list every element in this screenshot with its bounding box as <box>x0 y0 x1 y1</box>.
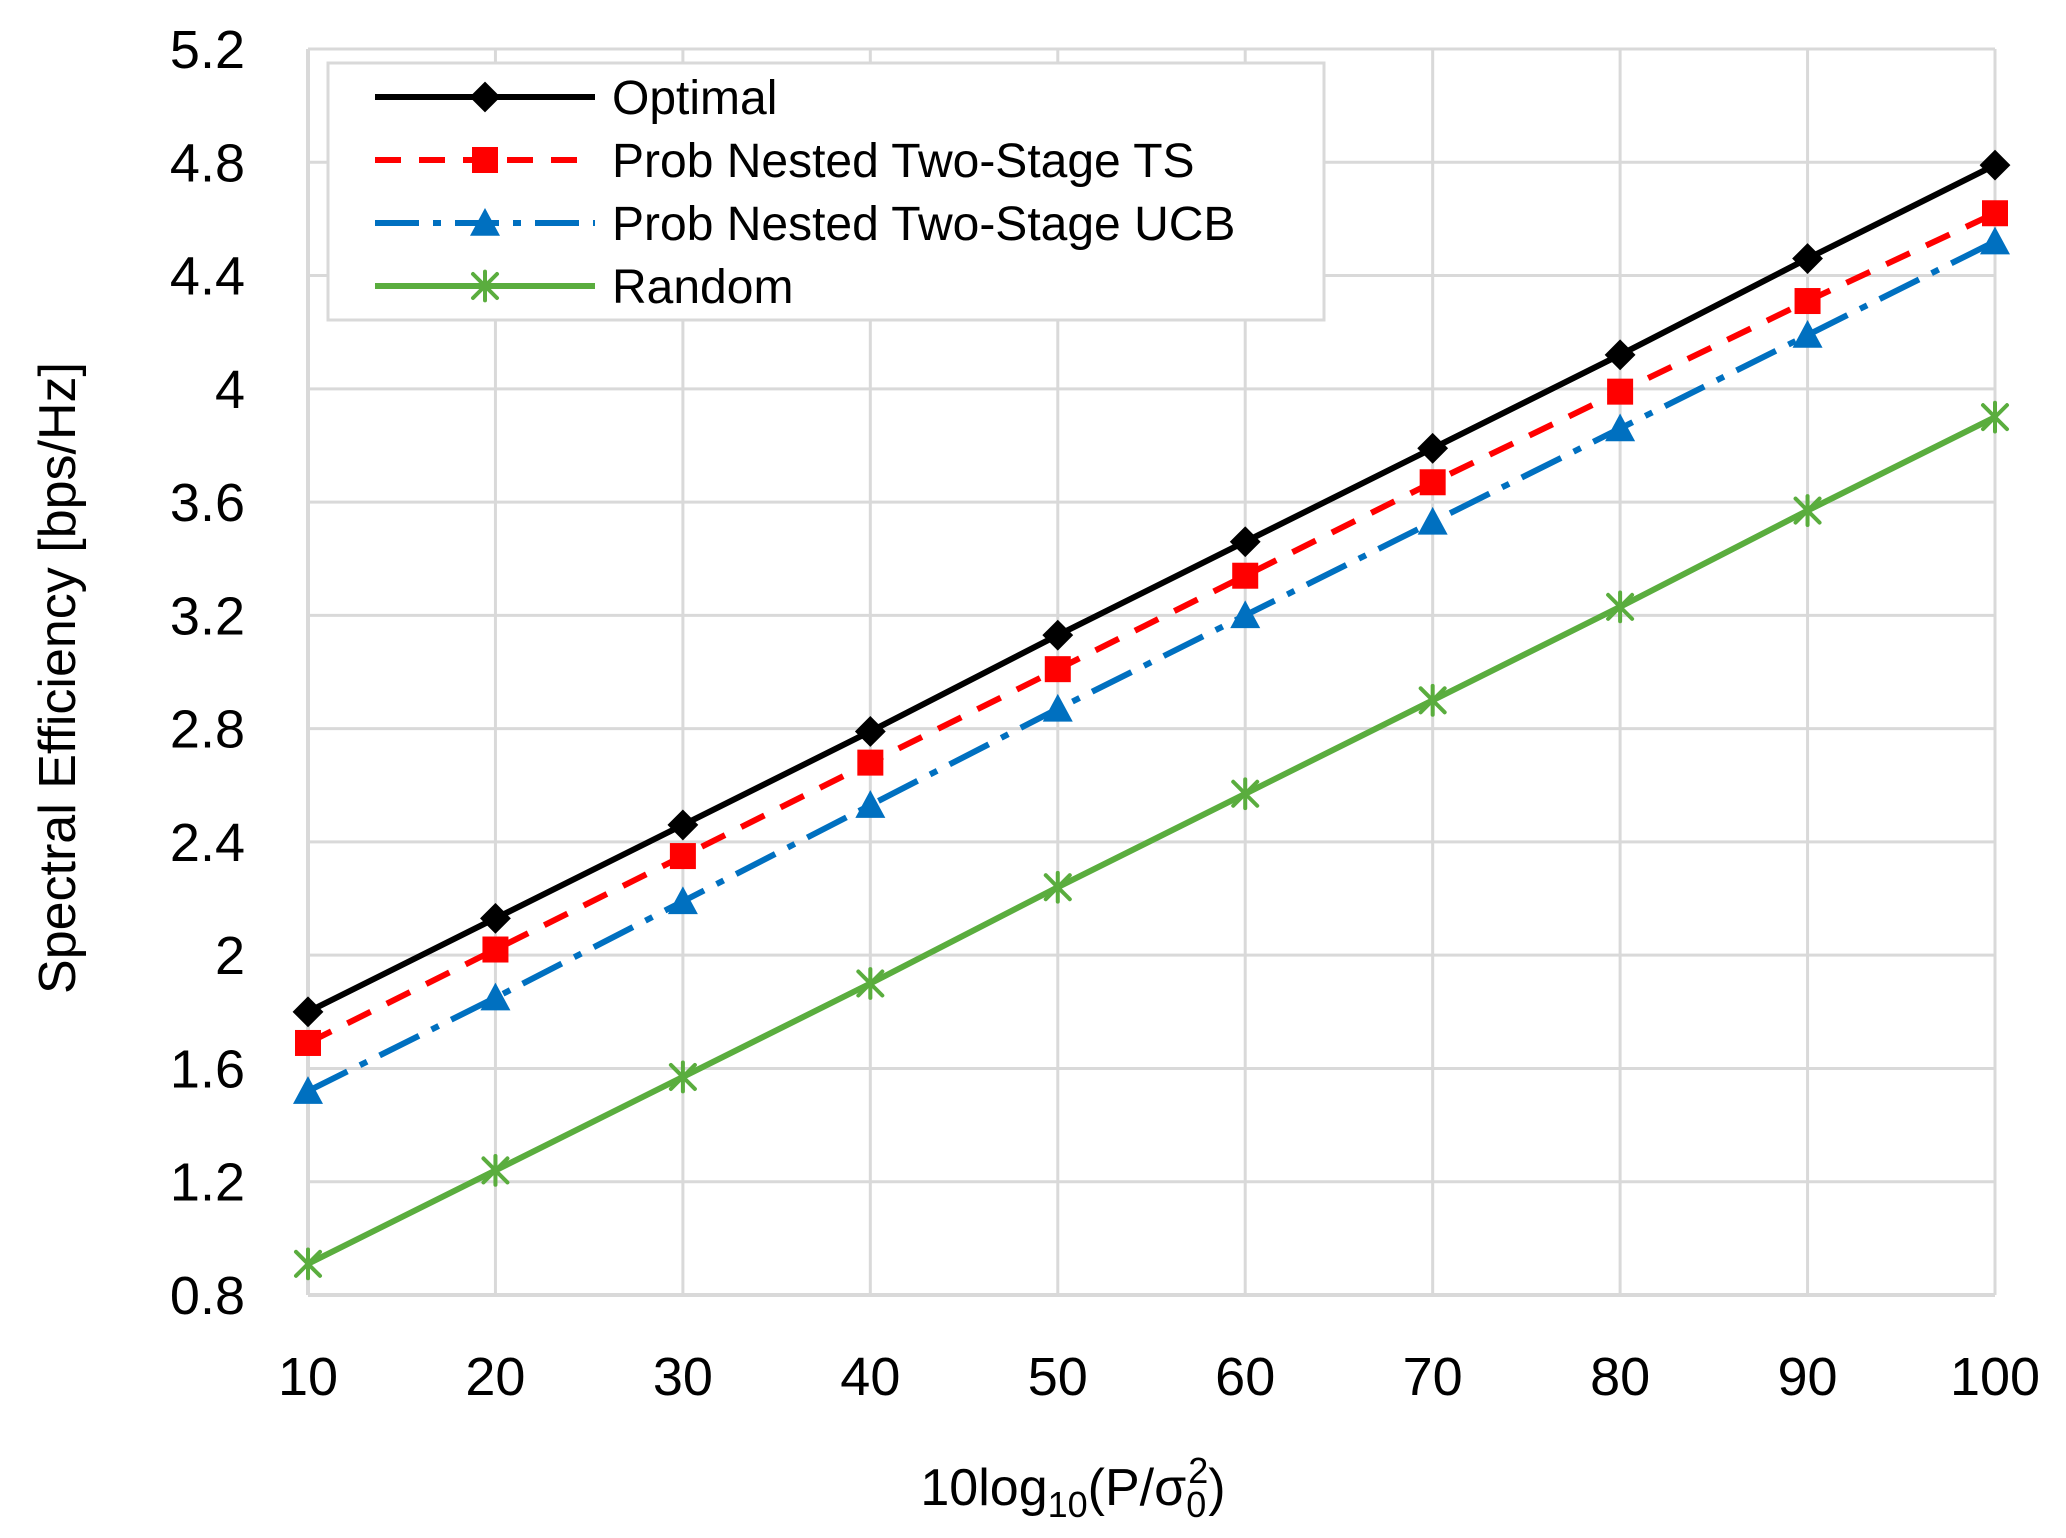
data-point-optimal <box>1979 149 2011 181</box>
data-point-prob-nested-two-stage-ucb <box>1417 506 1448 535</box>
legend-marker-prob-nested-two-stage-ts <box>472 147 498 173</box>
x-axis-title-base: 10log <box>920 1459 1047 1517</box>
x-axis-title-sigma-sub: 0 <box>1186 1484 1206 1525</box>
data-point-prob-nested-two-stage-ts <box>295 1029 321 1056</box>
data-point-prob-nested-two-stage-ucb <box>293 1076 323 1104</box>
series-layer <box>292 149 2011 1281</box>
series-random <box>294 400 2009 1281</box>
legend-label-optimal: Optimal <box>612 72 777 125</box>
data-point-prob-nested-two-stage-ucb <box>1792 320 1823 348</box>
data-point-prob-nested-two-stage-ucb <box>1230 600 1261 629</box>
x-tick-label: 40 <box>840 1347 900 1407</box>
legend: Optimal Prob Nested Two-Stage TS Prob Nest… <box>326 61 1326 322</box>
data-point-prob-nested-two-stage-ts <box>857 749 884 776</box>
data-point-optimal <box>1417 432 1449 464</box>
data-point-random <box>1606 590 1635 624</box>
series-line-random <box>306 414 1997 1267</box>
legend-entry-random: Random <box>375 261 793 314</box>
x-tick-label: 80 <box>1590 1347 1650 1407</box>
data-point-prob-nested-two-stage-ts <box>482 936 509 963</box>
x-tick-label: 100 <box>1950 1347 2040 1407</box>
data-point-optimal <box>854 716 886 747</box>
x-tick-label: 50 <box>1028 1347 1088 1407</box>
y-axis-title: Spectral Efficiency [bps/Hz] <box>29 362 87 994</box>
x-tick-label: 60 <box>1215 1347 1275 1407</box>
series-prob-nested-two-stage-ts <box>295 200 2008 1056</box>
data-point-prob-nested-two-stage-ucb <box>855 790 886 818</box>
data-point-random <box>668 1060 697 1094</box>
data-point-prob-nested-two-stage-ts <box>1982 200 2008 227</box>
data-point-optimal <box>667 809 699 841</box>
data-point-optimal <box>480 902 511 934</box>
y-tick-label: 4.4 <box>170 247 245 307</box>
data-point-prob-nested-two-stage-ts <box>1419 469 1446 496</box>
data-point-random <box>856 967 885 1000</box>
x-axis-title-base-sub: 10 <box>1048 1484 1088 1525</box>
y-tick-label: 0.8 <box>170 1266 245 1326</box>
data-point-prob-nested-two-stage-ucb <box>667 886 698 915</box>
legend-label-random: Random <box>612 261 793 314</box>
data-point-prob-nested-two-stage-ucb <box>1605 413 1636 442</box>
data-point-random <box>1981 400 2009 434</box>
legend-entry-prob-nested-two-stage-ts: Prob Nested Two-Stage TS <box>375 135 1195 188</box>
x-tick-label: 90 <box>1778 1347 1838 1407</box>
legend-marker-prob-nested-two-stage-ucb <box>470 208 500 236</box>
data-point-optimal <box>1229 526 1261 558</box>
data-point-random <box>1418 683 1447 717</box>
y-tick-label: 3.6 <box>170 473 245 533</box>
data-point-optimal <box>1604 339 1636 371</box>
y-tick-label: 5.2 <box>170 20 245 80</box>
data-point-prob-nested-two-stage-ts <box>669 843 696 870</box>
series-line-optimal <box>306 162 1997 1015</box>
y-tick-label: 1.2 <box>170 1153 245 1213</box>
data-point-random <box>294 1247 322 1281</box>
data-point-random <box>1793 494 1822 527</box>
data-point-prob-nested-two-stage-ts <box>1232 562 1259 589</box>
data-point-prob-nested-two-stage-ts <box>1607 378 1634 405</box>
legend-entry-optimal: Optimal <box>375 72 777 125</box>
x-tick-label: 10 <box>278 1347 338 1407</box>
tick-labels: 0.8 1.2 1.6 2 2.4 2.8 3.2 3.6 4 4.4 4.8 5.2 10 20 30 40… <box>170 20 2040 1407</box>
data-point-random <box>481 1154 510 1187</box>
y-tick-label: 4 <box>215 360 245 420</box>
data-point-random <box>1043 870 1072 904</box>
series-prob-nested-two-stage-ucb <box>293 226 2010 1104</box>
y-tick-label: 2 <box>215 926 245 986</box>
data-point-prob-nested-two-stage-ts <box>1044 656 1071 683</box>
legend-marker-random <box>471 269 499 303</box>
data-point-random <box>1231 777 1260 811</box>
series-line-prob-nested-two-stage-ts <box>306 210 1997 1046</box>
data-point-optimal <box>1042 619 1074 651</box>
x-axis-title-close: ) <box>1208 1459 1225 1517</box>
data-point-optimal <box>1792 243 1823 274</box>
x-tick-label: 20 <box>465 1347 525 1407</box>
y-tick-label: 2.8 <box>170 700 245 760</box>
data-point-prob-nested-two-stage-ucb <box>1980 226 2010 255</box>
x-tick-label: 30 <box>653 1347 713 1407</box>
data-point-prob-nested-two-stage-ucb <box>480 982 511 1011</box>
x-axis-title: 10log10(P/σ02) <box>920 1450 1225 1525</box>
legend-marker-optimal <box>469 81 501 113</box>
series-optimal <box>292 149 2011 1028</box>
y-tick-label: 1.6 <box>170 1039 245 1099</box>
y-tick-label: 3.2 <box>170 586 245 646</box>
data-point-optimal <box>292 996 324 1028</box>
data-point-prob-nested-two-stage-ts <box>1794 288 1821 315</box>
legend-label-prob-nested-two-stage-ts: Prob Nested Two-Stage TS <box>612 135 1195 188</box>
legend-entry-prob-nested-two-stage-ucb: Prob Nested Two-Stage UCB <box>375 198 1235 251</box>
x-axis-title-sigma-sup: 2 <box>1188 1450 1208 1491</box>
y-tick-label: 2.4 <box>170 813 245 873</box>
y-tick-label: 4.8 <box>170 133 245 193</box>
x-axis-title-open: (P/σ <box>1088 1459 1187 1517</box>
legend-label-prob-nested-two-stage-ucb: Prob Nested Two-Stage UCB <box>612 198 1235 251</box>
data-point-prob-nested-two-stage-ucb <box>1042 693 1073 722</box>
x-tick-label: 70 <box>1403 1347 1463 1407</box>
